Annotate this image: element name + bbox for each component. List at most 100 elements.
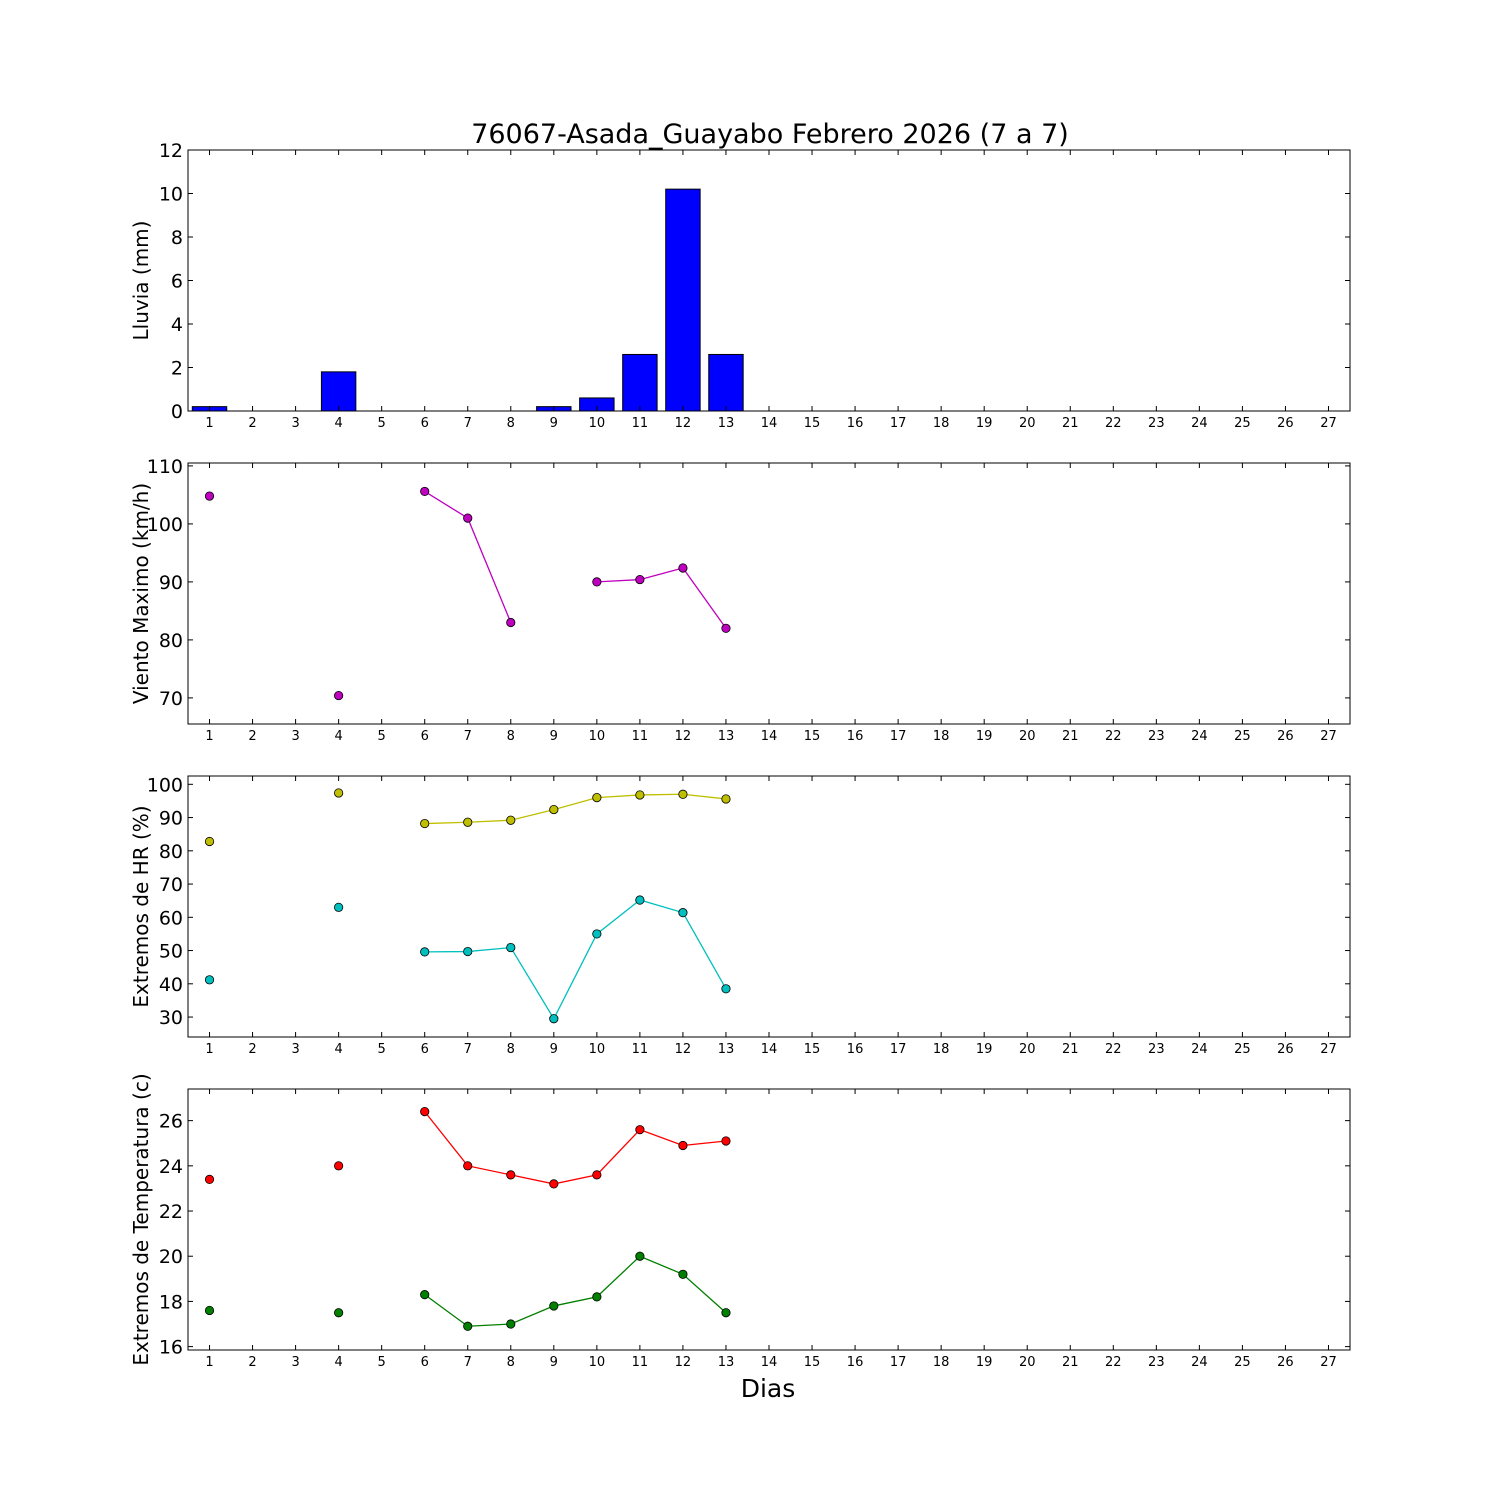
series-1-point-day-12 [678,1140,688,1151]
series-1-point-day-7 [463,513,473,523]
x-tick-label: 5 [378,1355,386,1370]
x-tick-label: 8 [507,729,515,744]
x-tick-label: 15 [804,729,821,744]
x-tick-label: 20 [1019,416,1036,431]
x-tick-label: 12 [675,416,692,431]
y-tick-label: 90 [159,572,183,594]
y-tick-label: 30 [159,1007,183,1029]
x-tick-label: 8 [507,1355,515,1370]
x-tick-label: 24 [1191,1042,1208,1057]
y-tick-label: 22 [159,1201,183,1223]
x-tick-label: 16 [847,729,864,744]
series-2-point-day-13 [721,1308,731,1318]
series-1-point-day-8 [506,1170,516,1180]
series-2-point-day-9 [549,1014,559,1024]
x-tick-label: 17 [890,416,907,431]
series-1-point-day-4 [334,690,344,701]
bar-day-11 [622,353,658,412]
x-tick-label: 6 [421,729,429,744]
x-tick-label: 13 [718,1042,735,1057]
x-tick-label: 8 [507,416,515,431]
series-2-point-day-10 [592,929,602,939]
x-tick-label: 20 [1019,729,1036,744]
y-tick-label: 26 [159,1111,183,1133]
axes-frame [187,462,1351,725]
series-2-point-day-4 [334,902,344,912]
y-tick-label: 100 [147,514,183,536]
y-axis-label: Extremos de HR (%) [129,805,153,1007]
series-1-line [424,793,727,825]
series-1-line [424,1111,727,1185]
x-tick-label: 11 [632,416,649,431]
x-tick-label: 15 [804,1042,821,1057]
series-1-point-day-13 [721,794,731,804]
x-tick-label: 12 [675,729,692,744]
series-1-point-day-12 [678,789,688,799]
series-2-point-day-1 [204,975,215,985]
series-2-point-day-1 [204,1305,215,1316]
y-tick-label: 80 [159,841,183,863]
series-1-point-day-7 [463,1161,473,1171]
y-tick-label: 100 [147,774,183,796]
series-2-point-day-11 [635,1251,645,1261]
series-2-point-day-10 [592,1292,602,1302]
axes-frame [187,775,1351,1038]
series-1-point-day-8 [506,617,516,628]
x-tick-label: 3 [291,1042,299,1057]
series-1-point-day-13 [721,623,731,633]
series-2-point-day-12 [678,908,688,918]
x-tick-label: 6 [421,1355,429,1370]
x-tick-label: 10 [589,1355,606,1370]
x-tick-label: 19 [976,1355,993,1370]
y-axis-label: Lluvia (mm) [129,221,153,341]
x-tick-label: 13 [718,1355,735,1370]
x-tick-label: 5 [378,1042,386,1057]
series-1-point-day-1 [204,836,215,847]
x-tick-label: 8 [507,1042,515,1057]
series-2-point-day-6 [420,947,430,957]
bar-day-4 [320,371,357,412]
series-2-line [424,899,727,1021]
x-tick-label: 18 [933,416,950,431]
series-1-point-day-4 [334,1161,344,1171]
bar-day-13 [708,353,744,412]
series-1-point-day-13 [721,1136,731,1146]
x-tick-label: 11 [632,729,649,744]
series-1-point-day-6 [420,818,430,829]
x-tick-label: 22 [1105,1355,1122,1370]
y-axis-label: Viento Maximo (km/h) [129,483,153,704]
y-tick-label: 12 [159,140,183,162]
y-tick-label: 70 [159,874,183,896]
x-tick-label: 3 [291,729,299,744]
y-tick-label: 50 [159,941,183,963]
series-1-point-day-4 [334,788,344,798]
x-axis-label: Dias [741,1374,796,1403]
x-tick-label: 16 [847,1355,864,1370]
x-tick-label: 22 [1105,729,1122,744]
series-2-point-day-8 [506,942,516,953]
series-1-point-day-10 [592,793,602,803]
x-tick-label: 10 [589,416,606,431]
x-tick-label: 27 [1320,416,1337,431]
x-tick-label: 24 [1191,416,1208,431]
x-tick-label: 4 [334,416,342,431]
x-tick-label: 17 [890,729,907,744]
series-1-point-day-6 [420,1106,430,1117]
x-tick-label: 18 [933,1042,950,1057]
x-tick-label: 11 [632,1355,649,1370]
series-2-point-day-11 [635,895,645,905]
series-1-point-day-9 [549,804,559,815]
x-tick-label: 2 [248,729,256,744]
x-tick-label: 20 [1019,1355,1036,1370]
series-1-point-day-8 [506,815,516,825]
x-tick-label: 13 [718,416,735,431]
x-tick-label: 20 [1019,1042,1036,1057]
x-tick-label: 2 [248,416,256,431]
series-1-point-day-10 [592,577,602,587]
axes-frame [187,1088,1351,1351]
x-tick-label: 25 [1234,1355,1251,1370]
x-tick-label: 13 [718,729,735,744]
series-1-point-day-11 [635,790,645,800]
